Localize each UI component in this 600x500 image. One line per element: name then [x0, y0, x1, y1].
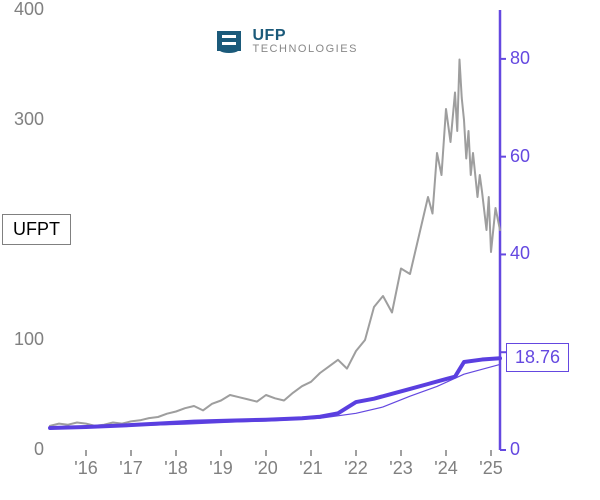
current-value-box: 18.76: [506, 343, 569, 372]
chart-lines: [0, 0, 600, 500]
chart-container: 0100200300400 020406080 '16'17'18'19'20'…: [0, 0, 600, 500]
ticker-label-box: UFPT: [2, 214, 71, 245]
